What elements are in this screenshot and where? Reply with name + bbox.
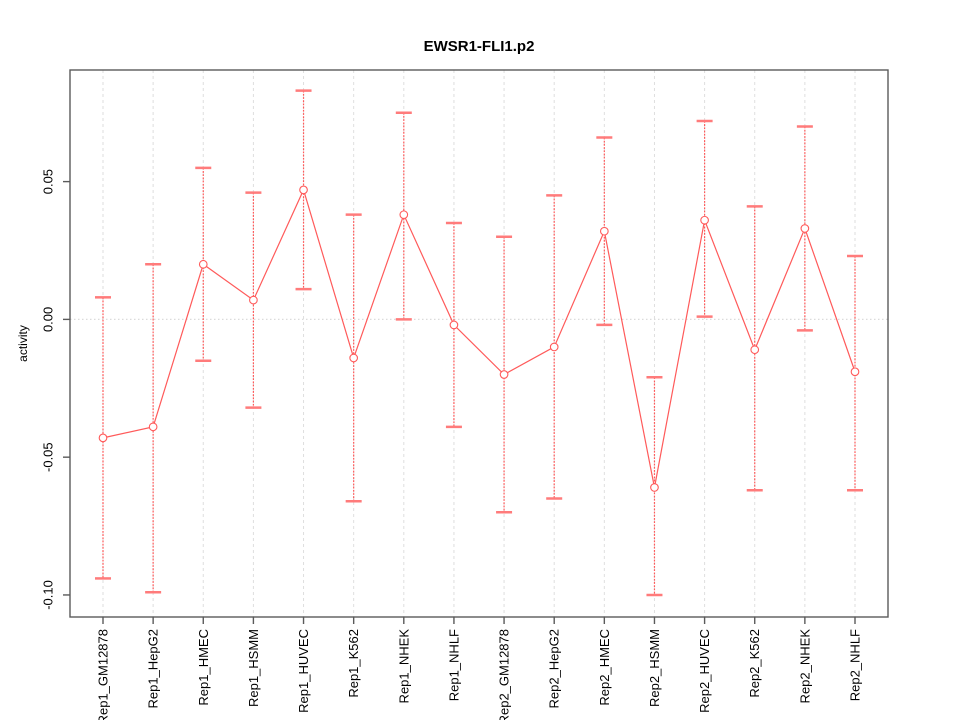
y-tick-label: -0.05 (41, 442, 56, 472)
data-point (800, 224, 810, 233)
data-point (549, 342, 559, 352)
y-axis-label: activity (16, 325, 30, 362)
data-point (148, 422, 158, 432)
x-tick-label: Rep1_HUVEC (296, 629, 311, 713)
data-point (449, 320, 459, 330)
x-tick-label: Rep1_NHEK (396, 629, 411, 704)
data-points (98, 185, 860, 492)
x-tick-label: Rep1_HepG2 (146, 629, 161, 709)
data-point (850, 367, 860, 377)
x-tick-label: Rep2_HMEC (597, 629, 612, 706)
x-tick-label: Rep1_NHLF (446, 629, 461, 701)
y-tick-label: 0.00 (41, 307, 56, 332)
y-tick-label: -0.10 (41, 580, 56, 610)
data-point (399, 210, 409, 220)
series-line (102, 188, 856, 488)
data-point (650, 483, 659, 492)
x-tick-label: Rep2_HepG2 (547, 629, 562, 709)
data-point (599, 226, 609, 236)
axis-ticks (63, 180, 856, 624)
error-bars (95, 89, 863, 597)
data-point (700, 215, 709, 225)
data-point (349, 353, 359, 363)
data-point (249, 295, 258, 305)
x-tick-label: Rep2_K562 (747, 629, 762, 698)
data-point (499, 370, 509, 379)
data-point (299, 185, 308, 195)
x-tick-label: Rep2_NHEK (797, 629, 812, 704)
chart-title: EWSR1-FLI1.p2 (424, 38, 535, 55)
x-tick-label: Rep2_GM12878 (497, 629, 512, 720)
data-point (750, 345, 760, 355)
x-tick-label: Rep2_HUVEC (697, 629, 712, 713)
x-tick-label: Rep2_HSMM (647, 629, 662, 707)
y-tick-labels: 0.05 0.00 -0.05 -0.10 (41, 169, 56, 610)
series-polyline (102, 188, 856, 488)
x-tick-label: Rep1_GM12878 (96, 629, 111, 720)
x-tick-label: Rep1_K562 (346, 629, 361, 698)
x-tick-label: Rep2_NHLF (848, 629, 863, 701)
data-point (198, 259, 208, 269)
y-tick-label: 0.05 (41, 169, 56, 194)
data-point (98, 433, 108, 443)
x-tick-label: Rep1_HMEC (196, 629, 211, 706)
x-tick-labels: Rep1_GM12878 Rep1_HepG2 Rep1_HMEC Rep1_HSMM… (96, 629, 863, 720)
plot-border (69, 69, 889, 618)
x-tick-label: Rep1_HSMM (246, 629, 261, 707)
gridlines (102, 70, 856, 617)
